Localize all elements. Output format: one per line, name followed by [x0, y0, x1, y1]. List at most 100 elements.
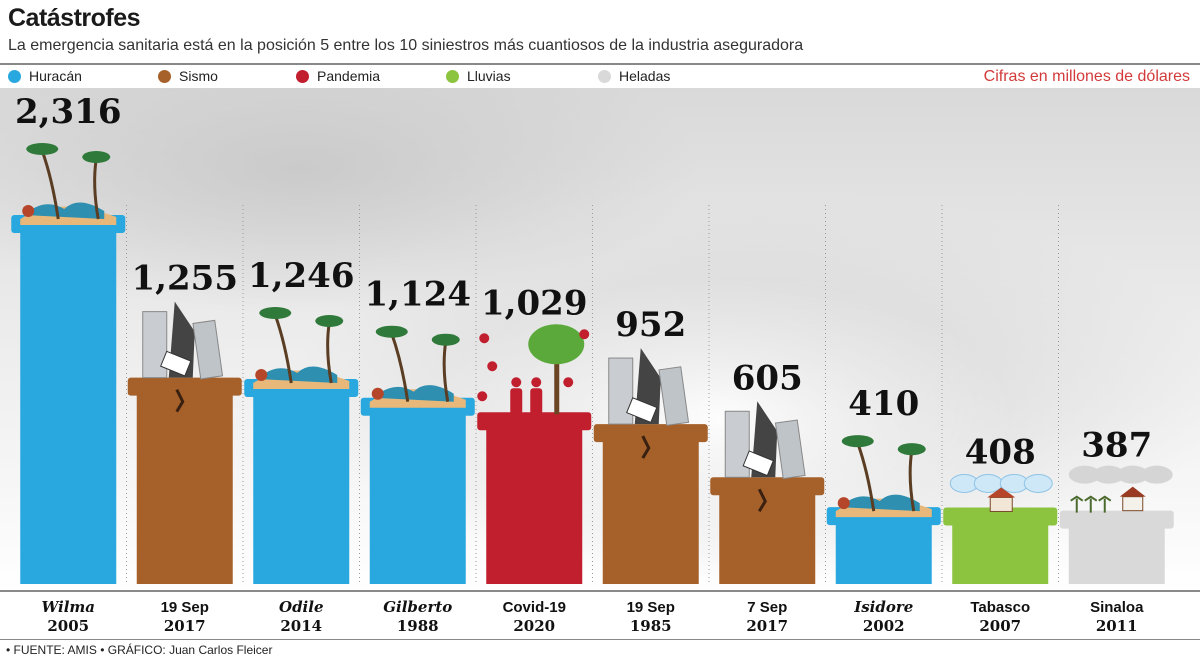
category-label: 19 Sep 2017: [127, 598, 243, 636]
legend-swatch: [446, 69, 459, 83]
house: [989, 496, 1013, 512]
palm-leaves: [375, 325, 408, 338]
bar-illustration: [1068, 465, 1173, 513]
bar: [20, 229, 117, 584]
page-subtitle: La emergencia sanitaria está en la posic…: [8, 37, 804, 54]
bar: [835, 521, 932, 584]
palm-trunk: [856, 442, 876, 512]
building: [658, 366, 690, 426]
crack: [175, 388, 185, 413]
palm-leaves: [315, 315, 344, 328]
house-roof: [987, 487, 1016, 498]
footer-divider: [0, 639, 1200, 640]
ambulance: [626, 397, 658, 424]
building: [142, 311, 168, 379]
value-label: 1,255: [132, 259, 238, 299]
legend-swatch: [8, 69, 21, 83]
value-label: 410: [848, 384, 919, 424]
bar-cap: [710, 477, 825, 496]
person-body: [510, 388, 523, 415]
category-name: Odile: [279, 598, 324, 616]
legend-label: Lluvias: [467, 68, 511, 84]
building: [724, 410, 750, 478]
building: [608, 357, 634, 425]
legend-item-sismo: Sismo: [158, 68, 218, 84]
wave: [839, 494, 920, 512]
category-year: 2020: [513, 617, 556, 635]
value-label: 1,029: [481, 283, 587, 323]
category-name: 19 Sep: [160, 599, 209, 616]
cloud: [1068, 465, 1101, 484]
palm-trunk: [390, 333, 410, 402]
value-label: 605: [732, 358, 803, 398]
category-year: 2007: [979, 617, 1022, 635]
category-name: 7 Sep: [747, 599, 788, 616]
house-roof: [1119, 486, 1146, 497]
bar: [952, 521, 1049, 584]
legend-item-heladas: Heladas: [598, 68, 670, 84]
bar-illustration: [369, 325, 466, 408]
category-label: Tabasco 2007: [942, 598, 1058, 636]
palm: [1084, 495, 1098, 513]
value-label: 1,124: [365, 275, 471, 315]
wave: [257, 366, 338, 384]
value-label: 2,316: [15, 92, 121, 132]
category-label: Covid-19 2020: [476, 598, 592, 636]
category-label: 19 Sep 1985: [593, 598, 709, 636]
bar: [486, 426, 583, 584]
virus: [579, 329, 590, 340]
palm-trunk: [326, 322, 333, 384]
legend-swatch: [296, 69, 309, 83]
bar-illustration: [142, 301, 224, 413]
category-year: 2014: [280, 617, 323, 635]
person-head: [511, 377, 522, 388]
legend: Huracán Sismo Pandemia Lluvias Heladas: [0, 66, 1200, 86]
category-name: 19 Sep: [626, 599, 675, 616]
category-label: Isidore 2002: [826, 598, 942, 636]
person-body: [530, 388, 543, 415]
building: [192, 319, 224, 380]
legend-item-huracan: Huracán: [8, 68, 82, 84]
palm-trunk: [93, 158, 100, 220]
bar: [1068, 524, 1165, 584]
house: [1122, 496, 1144, 512]
bar: [369, 411, 466, 584]
source-credit: • FUENTE: AMIS • GRÁFICO: Juan Carlos Fl…: [6, 643, 273, 657]
crack: [757, 488, 767, 513]
bush: [371, 387, 384, 400]
category-name: Covid-19: [502, 599, 566, 616]
wave: [373, 385, 454, 402]
palm-leaves: [82, 151, 111, 163]
value-label: 408: [965, 432, 1036, 472]
virus: [477, 391, 488, 402]
palm-leaves: [897, 443, 926, 456]
bar: [602, 438, 699, 584]
legend-label: Sismo: [179, 68, 218, 84]
category-year: 2002: [862, 617, 905, 635]
virus: [563, 377, 574, 388]
palm: [1070, 495, 1084, 513]
category-year: 2011: [1095, 617, 1138, 635]
bar-cap: [477, 412, 592, 431]
ambulance: [742, 450, 774, 477]
category-year: 1985: [629, 617, 672, 635]
bush: [22, 205, 35, 217]
units-note: Cifras en millones de dólares: [983, 68, 1190, 85]
bar-illustration: [949, 473, 1053, 512]
building: [774, 419, 806, 480]
palm-leaves: [841, 435, 874, 448]
virus: [479, 333, 490, 344]
bar-illustration: [724, 401, 806, 513]
palm-trunk: [442, 341, 450, 402]
page-title: Catástrofes: [8, 4, 141, 32]
wave: [24, 202, 105, 219]
bar: [253, 393, 350, 584]
cloud: [1092, 465, 1125, 484]
legend-swatch: [598, 69, 611, 83]
category-year: 2017: [163, 617, 206, 635]
legend-label: Heladas: [619, 68, 671, 84]
bar-cap: [1059, 510, 1174, 529]
category-label: Sinaloa 2011: [1059, 598, 1175, 636]
bar-illustration: [20, 143, 117, 225]
